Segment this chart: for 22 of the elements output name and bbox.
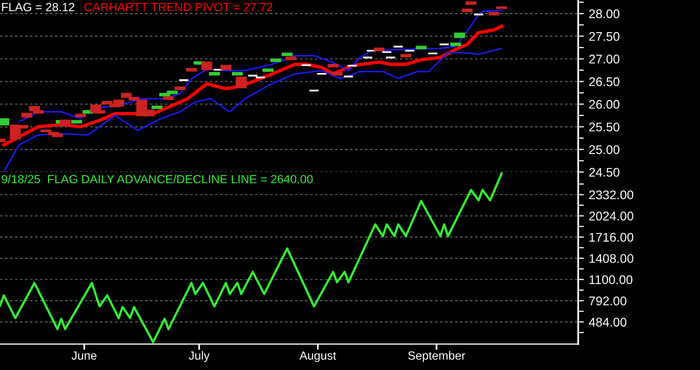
chart-title: 9/18/25 FLAG DAILY ADVANCE/DECLINE LINE = 2640.00 [2,174,313,184]
y-tick-label: 26.50 [589,77,620,86]
chart-title: FLAG = 28.12 [2,2,74,12]
x-tick-label: August [299,351,336,362]
y-tick-label: 24.50 [589,168,620,177]
y-tick-label: 1100.00 [590,275,632,284]
y-tick-label: 25.50 [589,122,620,132]
x-tick-label: June [72,351,97,360]
y-tick-label: 1716.00 [590,232,634,242]
y-tick-label: 2024.00 [589,212,634,221]
y-tick-label: 2332.00 [589,190,634,200]
y-tick-label: 1408.00 [590,254,634,263]
x-tick-label: September [408,351,466,362]
y-tick-label: 792.00 [589,296,626,306]
y-tick-label: 27.00 [589,54,620,64]
y-tick-label: 484.00 [588,318,626,327]
y-tick-label: 26.00 [589,100,620,109]
annotation: CARHARTT TREND PIVOT = 27.72 [84,2,272,12]
y-tick-label: 28.00 [589,9,620,18]
x-tick-label: July [188,351,210,362]
y-tick-label: 25.00 [589,145,620,154]
y-tick-label: 27.50 [589,32,620,41]
